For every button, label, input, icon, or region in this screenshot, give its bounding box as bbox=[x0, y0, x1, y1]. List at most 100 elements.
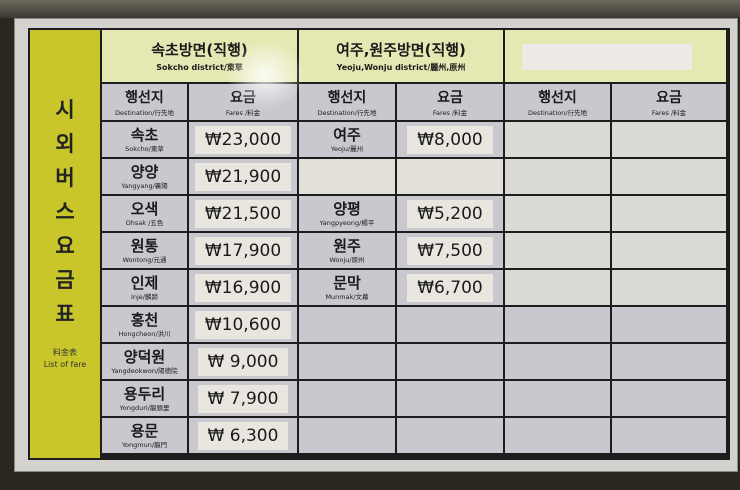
fare-cell: ₩ 7,900 bbox=[189, 381, 297, 416]
destination-name: 양양 bbox=[130, 162, 159, 181]
fare-cell: ₩6,700 bbox=[397, 270, 503, 305]
destination-name: 양평 bbox=[333, 199, 361, 218]
fare-cell: ₩23,000 bbox=[189, 122, 297, 157]
fare-value: ₩21,500 bbox=[194, 199, 292, 228]
label-en: Fares /料金 bbox=[651, 109, 687, 117]
destination-cell: 원통 Wontong/元通 bbox=[102, 233, 187, 268]
destination-cell: 속초 Sokcho/東草 bbox=[102, 122, 187, 157]
label-en: Fares /料金 bbox=[225, 109, 261, 117]
blank-patch bbox=[522, 44, 692, 70]
destination-cell: 인제 Inje/麟蹄 bbox=[102, 270, 187, 305]
fare-cell bbox=[397, 418, 503, 453]
destination-name-en: Sokcho/東草 bbox=[125, 144, 164, 153]
fare-cell bbox=[612, 159, 726, 194]
destination-cell bbox=[299, 159, 395, 194]
fare-cell bbox=[612, 344, 726, 379]
destination-name: 여주 bbox=[333, 125, 361, 144]
side-subtitle-english: List of fare bbox=[43, 360, 87, 369]
destination-cell bbox=[299, 344, 395, 379]
fare-cell bbox=[612, 122, 726, 157]
label-en: Destination/行先地 bbox=[317, 109, 377, 117]
destination-cell: 원주 Wonju/原州 bbox=[299, 233, 395, 268]
destination-name-en: Yangdeokwon/陽德院 bbox=[111, 366, 178, 375]
fare-cell bbox=[612, 307, 726, 342]
side-title-char: 금 bbox=[55, 268, 75, 292]
side-subtitle-hanja: 料金表 bbox=[52, 348, 77, 357]
destination-cell: 홍천 Hongcheon/洪川 bbox=[102, 307, 187, 342]
fare-cell: ₩7,500 bbox=[397, 233, 503, 268]
destination-name-en: Ohsak /五色 bbox=[125, 218, 164, 227]
fare-cell bbox=[612, 381, 726, 416]
fare-value: ₩16,900 bbox=[194, 273, 292, 302]
destination-cell: 용두리 Yongduri/龍頭里 bbox=[102, 381, 187, 416]
fare-cell bbox=[612, 233, 726, 268]
fare-cell bbox=[397, 159, 503, 194]
section-header: 여주,원주방면(직행) Yeoju,Wonju district/麗州,原州 bbox=[299, 30, 503, 82]
fare-value: ₩5,200 bbox=[407, 199, 493, 228]
destination-cell bbox=[505, 270, 610, 305]
destination-name-en: Hongcheon/洪川 bbox=[118, 329, 171, 338]
side-subtitle: 料金表 List of fare bbox=[44, 347, 87, 371]
fare-value: ₩ 7,900 bbox=[197, 384, 289, 413]
label: 요금 bbox=[656, 90, 682, 106]
destination-name: 인제 bbox=[130, 273, 159, 292]
destination-name: 용문 bbox=[130, 421, 159, 440]
fare-cell: ₩5,200 bbox=[397, 196, 503, 231]
destination-name-en: Yongmun/龍門 bbox=[121, 440, 168, 449]
destination-cell: 용문 Yongmun/龍門 bbox=[102, 418, 187, 453]
fare-value: ₩6,700 bbox=[407, 273, 493, 302]
column-header-fare: 요금 Fares /料金 bbox=[397, 84, 503, 120]
destination-name: 원통 bbox=[130, 236, 159, 255]
fare-cell bbox=[612, 418, 726, 453]
destination-name-en: Munmak/文幕 bbox=[325, 292, 369, 301]
fare-cell bbox=[397, 381, 503, 416]
fare-table: 속초방면(직행) Sokcho district/東草 여주,원주방면(직행) Yeo… bbox=[102, 30, 728, 458]
destination-name-en: Yeoju/麗州 bbox=[330, 144, 364, 153]
fare-cell bbox=[397, 344, 503, 379]
destination-name: 속초 bbox=[130, 125, 159, 144]
label: 요금 bbox=[437, 90, 463, 106]
side-title-char: 요 bbox=[55, 234, 75, 258]
label: 행선지 bbox=[125, 90, 164, 106]
destination-name-en: Yongduri/龍頭里 bbox=[119, 403, 170, 412]
label-en: Fares /料金 bbox=[432, 109, 468, 117]
fare-cell bbox=[612, 196, 726, 231]
destination-cell: 양양 Yangyang/襄陽 bbox=[102, 159, 187, 194]
destination-name: 원주 bbox=[333, 236, 361, 255]
destination-cell: 양덕원 Yangdeokwon/陽德院 bbox=[102, 344, 187, 379]
destination-cell bbox=[505, 122, 610, 157]
destination-cell bbox=[505, 418, 610, 453]
column-header-fare: 요금 Fares /料金 bbox=[612, 84, 726, 120]
destination-cell: 여주 Yeoju/麗州 bbox=[299, 122, 395, 157]
fare-value: ₩17,900 bbox=[194, 236, 292, 265]
fare-cell: ₩21,500 bbox=[189, 196, 297, 231]
destination-cell bbox=[505, 381, 610, 416]
destination-cell bbox=[299, 381, 395, 416]
destination-name-en: Wonju/原州 bbox=[329, 255, 365, 264]
destination-name-en: Inje/麟蹄 bbox=[130, 292, 159, 301]
destination-cell bbox=[505, 196, 610, 231]
fare-value: ₩ 6,300 bbox=[197, 421, 289, 450]
column-header-fare: 요금 Fares /料金 bbox=[189, 84, 297, 120]
side-title-char: 스 bbox=[55, 200, 75, 224]
destination-name: 용두리 bbox=[123, 384, 166, 403]
fare-cell: ₩ 6,300 bbox=[189, 418, 297, 453]
label: 행선지 bbox=[327, 90, 367, 106]
fare-cell: ₩21,900 bbox=[189, 159, 297, 194]
section-subtitle: Yeoju,Wonju district/麗州,原州 bbox=[336, 63, 466, 72]
column-header-destination: 행선지 Destination/行先地 bbox=[505, 84, 610, 120]
destination-cell bbox=[505, 159, 610, 194]
label-en: Destination/行先地 bbox=[115, 109, 174, 117]
destination-cell bbox=[505, 307, 610, 342]
fare-value: ₩ 9,000 bbox=[197, 347, 289, 376]
destination-name: 홍천 bbox=[130, 310, 159, 329]
label-en: Destination/行先地 bbox=[528, 109, 587, 117]
fare-value: ₩21,900 bbox=[194, 162, 292, 191]
section-title: 속초방면(직행) bbox=[151, 41, 248, 59]
fare-cell bbox=[397, 307, 503, 342]
destination-cell bbox=[299, 418, 395, 453]
destination-name-en: Yangpyeong/楊平 bbox=[319, 218, 375, 227]
destination-cell: 문막 Munmak/文幕 bbox=[299, 270, 395, 305]
destination-name: 양덕원 bbox=[123, 347, 166, 366]
ceiling bbox=[0, 0, 740, 18]
